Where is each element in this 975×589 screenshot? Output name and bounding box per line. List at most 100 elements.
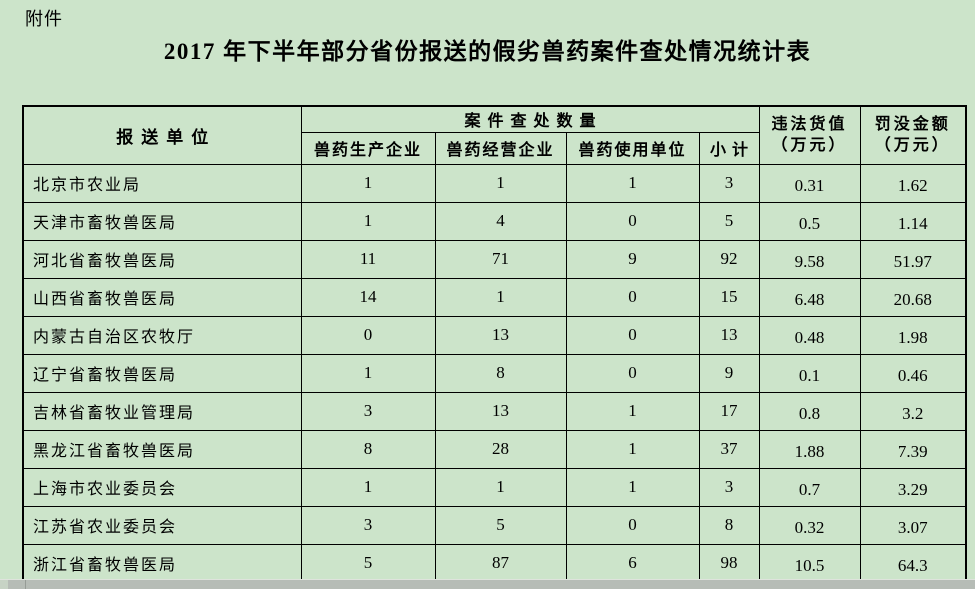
cell-fines: 20.68 [859,277,967,317]
table-row: 江苏省农业委员会 3 5 0 8 0.32 3.07 [22,505,967,545]
cell-unit: 北京市农业局 [22,163,302,203]
cell-dealers: 5 [434,505,567,545]
cell-users: 0 [565,201,700,241]
cell-dealers: 8 [434,353,567,393]
cell-fines: 3.07 [859,505,967,545]
cell-unit: 黑龙江省畜牧兽医局 [22,429,302,469]
cell-fines: 0.46 [859,353,967,393]
header-subtotal: 小计 [698,131,760,165]
cell-subtotal: 13 [698,315,760,355]
cell-producers: 1 [300,201,436,241]
attachment-label: 附件 [25,9,63,29]
cell-dealers: 28 [434,429,567,469]
header-fines-line2: （万元） [874,137,951,155]
cell-users: 1 [565,467,700,507]
cell-subtotal: 9 [698,353,760,393]
cell-illegal-value: 1.88 [758,429,861,469]
cell-producers: 1 [300,163,436,203]
cell-fines: 1.62 [859,163,967,203]
header-illegal-value-line1: 违法货值 [771,115,848,133]
header-cases-group: 案件查处数量 [300,105,760,133]
cell-illegal-value: 10.5 [758,543,861,583]
header-row-1: 报送单位 案件查处数量 违法货值 （万元） 罚没金额 （万元） [22,105,967,165]
cell-subtotal: 3 [698,467,760,507]
cell-illegal-value: 0.8 [758,391,861,431]
cell-subtotal: 98 [698,543,760,583]
cell-subtotal: 92 [698,239,760,279]
cell-producers: 3 [300,391,436,431]
table-row: 天津市畜牧兽医局 1 4 0 5 0.5 1.14 [22,201,967,241]
statistics-table: 报送单位 案件查处数量 违法货值 （万元） 罚没金额 （万元） 兽药生产企业 兽… [22,105,968,583]
cell-producers: 14 [300,277,436,317]
cell-illegal-value: 0.48 [758,315,861,355]
cell-subtotal: 3 [698,163,760,203]
cell-producers: 1 [300,467,436,507]
cell-fines: 1.14 [859,201,967,241]
header-reporting-unit: 报送单位 [22,105,302,165]
cell-subtotal: 8 [698,505,760,545]
header-dealers: 兽药经营企业 [434,131,567,165]
table-row: 内蒙古自治区农牧厅 0 13 0 13 0.48 1.98 [22,315,967,355]
cell-users: 0 [565,277,700,317]
cell-users: 0 [565,315,700,355]
cell-subtotal: 17 [698,391,760,431]
table-row: 辽宁省畜牧兽医局 1 8 0 9 0.1 0.46 [22,353,967,393]
cell-illegal-value: 0.1 [758,353,861,393]
cell-illegal-value: 9.58 [758,239,861,279]
cell-dealers: 87 [434,543,567,583]
cell-dealers: 1 [434,277,567,317]
cell-producers: 11 [300,239,436,279]
cell-subtotal: 37 [698,429,760,469]
page-title: 2017 年下半年部分省份报送的假劣兽药案件查处情况统计表 [163,39,812,64]
cell-producers: 3 [300,505,436,545]
cell-unit: 上海市农业委员会 [22,467,302,507]
cell-unit: 吉林省畜牧业管理局 [22,391,302,431]
cell-producers: 1 [300,353,436,393]
cell-dealers: 1 [434,163,567,203]
cell-unit: 内蒙古自治区农牧厅 [22,315,302,355]
cell-unit: 辽宁省畜牧兽医局 [22,353,302,393]
cell-illegal-value: 0.31 [758,163,861,203]
cell-dealers: 1 [434,467,567,507]
table-row: 河北省畜牧兽医局 11 71 9 92 9.58 51.97 [22,239,967,279]
cell-illegal-value: 6.48 [758,277,861,317]
cell-unit: 江苏省农业委员会 [22,505,302,545]
scrollbar-divider [25,580,26,589]
table-row: 山西省畜牧兽医局 14 1 0 15 6.48 20.68 [22,277,967,317]
cell-dealers: 13 [434,391,567,431]
cell-users: 0 [565,505,700,545]
cell-unit: 山西省畜牧兽医局 [22,277,302,317]
header-illegal-value: 违法货值 （万元） [758,105,861,165]
cell-dealers: 13 [434,315,567,355]
header-row-2: 兽药生产企业 兽药经营企业 兽药使用单位 小计 [23,131,966,165]
cell-fines: 1.98 [859,315,967,355]
table-row: 黑龙江省畜牧兽医局 8 28 1 37 1.88 7.39 [22,429,967,469]
scrollbar-corner [0,580,8,589]
cell-subtotal: 5 [698,201,760,241]
header-producers: 兽药生产企业 [300,131,436,165]
horizontal-scrollbar[interactable] [0,579,975,589]
header-fines: 罚没金额 （万元） [859,105,967,165]
cell-fines: 7.39 [859,429,967,469]
cell-unit: 河北省畜牧兽医局 [22,239,302,279]
cell-users: 1 [565,429,700,469]
header-fines-line1: 罚没金额 [874,115,951,133]
cell-users: 1 [565,163,700,203]
cell-unit: 天津市畜牧兽医局 [22,201,302,241]
cell-subtotal: 15 [698,277,760,317]
table-row: 浙江省畜牧兽医局 5 87 6 98 10.5 64.3 [22,543,967,583]
cell-users: 1 [565,391,700,431]
cell-illegal-value: 0.32 [758,505,861,545]
header-illegal-value-line2: （万元） [771,137,848,155]
cell-users: 0 [565,353,700,393]
cell-illegal-value: 0.5 [758,201,861,241]
cell-users: 6 [565,543,700,583]
cell-producers: 8 [300,429,436,469]
cell-fines: 64.3 [859,543,967,583]
cell-unit: 浙江省畜牧兽医局 [22,543,302,583]
table-row: 吉林省畜牧业管理局 3 13 1 17 0.8 3.2 [22,391,967,431]
cell-dealers: 4 [434,201,567,241]
cell-fines: 3.29 [859,467,967,507]
table-row: 北京市农业局 1 1 1 3 0.31 1.62 [22,163,967,203]
table-row: 上海市农业委员会 1 1 1 3 0.7 3.29 [22,467,967,507]
